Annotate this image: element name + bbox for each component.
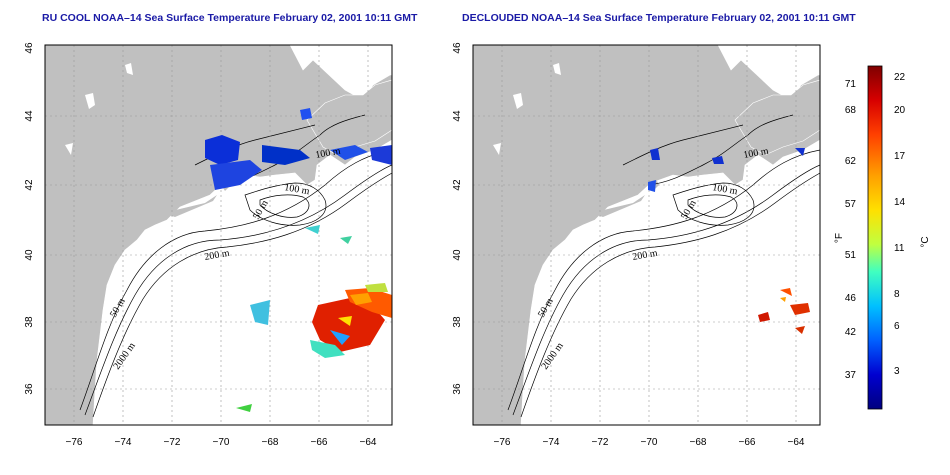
c-tick-label: 8 xyxy=(894,289,900,300)
x-tick-label: −70 xyxy=(641,437,658,448)
right-y-axis: 36 38 40 42 44 46 xyxy=(452,42,463,395)
y-tick-label: 42 xyxy=(452,179,463,191)
c-tick-label: 11 xyxy=(894,243,905,254)
x-tick-label: −64 xyxy=(360,437,377,448)
x-tick-label: −64 xyxy=(788,437,805,448)
y-tick-label: 36 xyxy=(24,383,35,395)
right-map-frame xyxy=(472,44,821,426)
y-tick-label: 40 xyxy=(24,249,35,261)
x-tick-label: −66 xyxy=(311,437,328,448)
x-tick-label: −66 xyxy=(739,437,756,448)
f-tick-label: 42 xyxy=(845,327,857,338)
x-tick-label: −68 xyxy=(690,437,707,448)
f-tick-label: 46 xyxy=(845,293,857,304)
label-200m: 200 m xyxy=(632,248,659,263)
y-tick-label: 46 xyxy=(24,42,35,54)
c-tick-label: 22 xyxy=(894,72,906,83)
colorbar-fahrenheit-unit: °F xyxy=(834,233,845,243)
x-tick-label: −76 xyxy=(494,437,511,448)
right-sst-patches xyxy=(648,148,810,334)
y-tick-label: 40 xyxy=(452,249,463,261)
x-tick-label: −76 xyxy=(66,437,83,448)
f-tick-label: 71 xyxy=(845,79,857,90)
y-tick-label: 44 xyxy=(452,110,463,122)
left-map-frame xyxy=(44,44,393,426)
y-tick-label: 38 xyxy=(452,316,463,328)
colorbar-celsius-unit: °C xyxy=(920,236,931,247)
f-tick-label: 68 xyxy=(845,105,857,116)
colorbar-gradient xyxy=(867,65,883,410)
f-tick-label: 51 xyxy=(845,250,857,261)
x-tick-label: −72 xyxy=(164,437,181,448)
colorbar-c-ticks: 22 20 17 14 11 8 6 3 xyxy=(894,72,906,377)
x-tick-label: −68 xyxy=(262,437,279,448)
label-200m: 200 m xyxy=(204,248,231,263)
f-tick-label: 57 xyxy=(845,199,857,210)
y-tick-label: 42 xyxy=(24,179,35,191)
c-tick-label: 3 xyxy=(894,366,900,377)
x-tick-label: −70 xyxy=(213,437,230,448)
label-100m: 100 m xyxy=(743,146,770,161)
f-tick-label: 62 xyxy=(845,156,857,167)
left-map-panel: 100 m 100 m 50 m 200 m 50 m 2000 m −76 −… xyxy=(24,42,393,448)
c-tick-label: 6 xyxy=(894,321,900,332)
c-tick-label: 20 xyxy=(894,105,906,116)
right-map-panel: 100 m 100 m 50 m 200 m 50 m 2000 m −76 −… xyxy=(452,42,821,448)
right-grid xyxy=(473,45,820,425)
label-100m: 100 m xyxy=(711,182,738,197)
f-tick-label: 37 xyxy=(845,370,857,381)
colorbar: 71 68 62 57 51 46 42 37 22 20 17 14 11 8… xyxy=(834,65,931,410)
y-tick-label: 38 xyxy=(24,316,35,328)
left-y-axis: 36 38 40 42 44 46 xyxy=(24,42,35,395)
c-tick-label: 14 xyxy=(894,197,906,208)
right-map-title: DECLOUDED NOAA–14 Sea Surface Temperatur… xyxy=(462,12,856,24)
label-100m: 100 m xyxy=(283,182,310,197)
c-tick-label: 17 xyxy=(894,151,906,162)
left-sst-patches xyxy=(205,108,392,412)
x-tick-label: −74 xyxy=(543,437,560,448)
x-tick-label: −72 xyxy=(592,437,609,448)
label-100m: 100 m xyxy=(315,146,342,161)
y-tick-label: 46 xyxy=(452,42,463,54)
colorbar-f-ticks: 71 68 62 57 51 46 42 37 xyxy=(845,79,857,381)
left-map-title: RU COOL NOAA–14 Sea Surface Temperature … xyxy=(42,12,418,24)
left-grid xyxy=(45,45,392,425)
x-tick-label: −74 xyxy=(115,437,132,448)
right-x-axis: −76 −74 −72 −70 −68 −66 −64 xyxy=(494,437,805,448)
y-tick-label: 36 xyxy=(452,383,463,395)
y-tick-label: 44 xyxy=(24,110,35,122)
left-x-axis: −76 −74 −72 −70 −68 −66 −64 xyxy=(66,437,377,448)
